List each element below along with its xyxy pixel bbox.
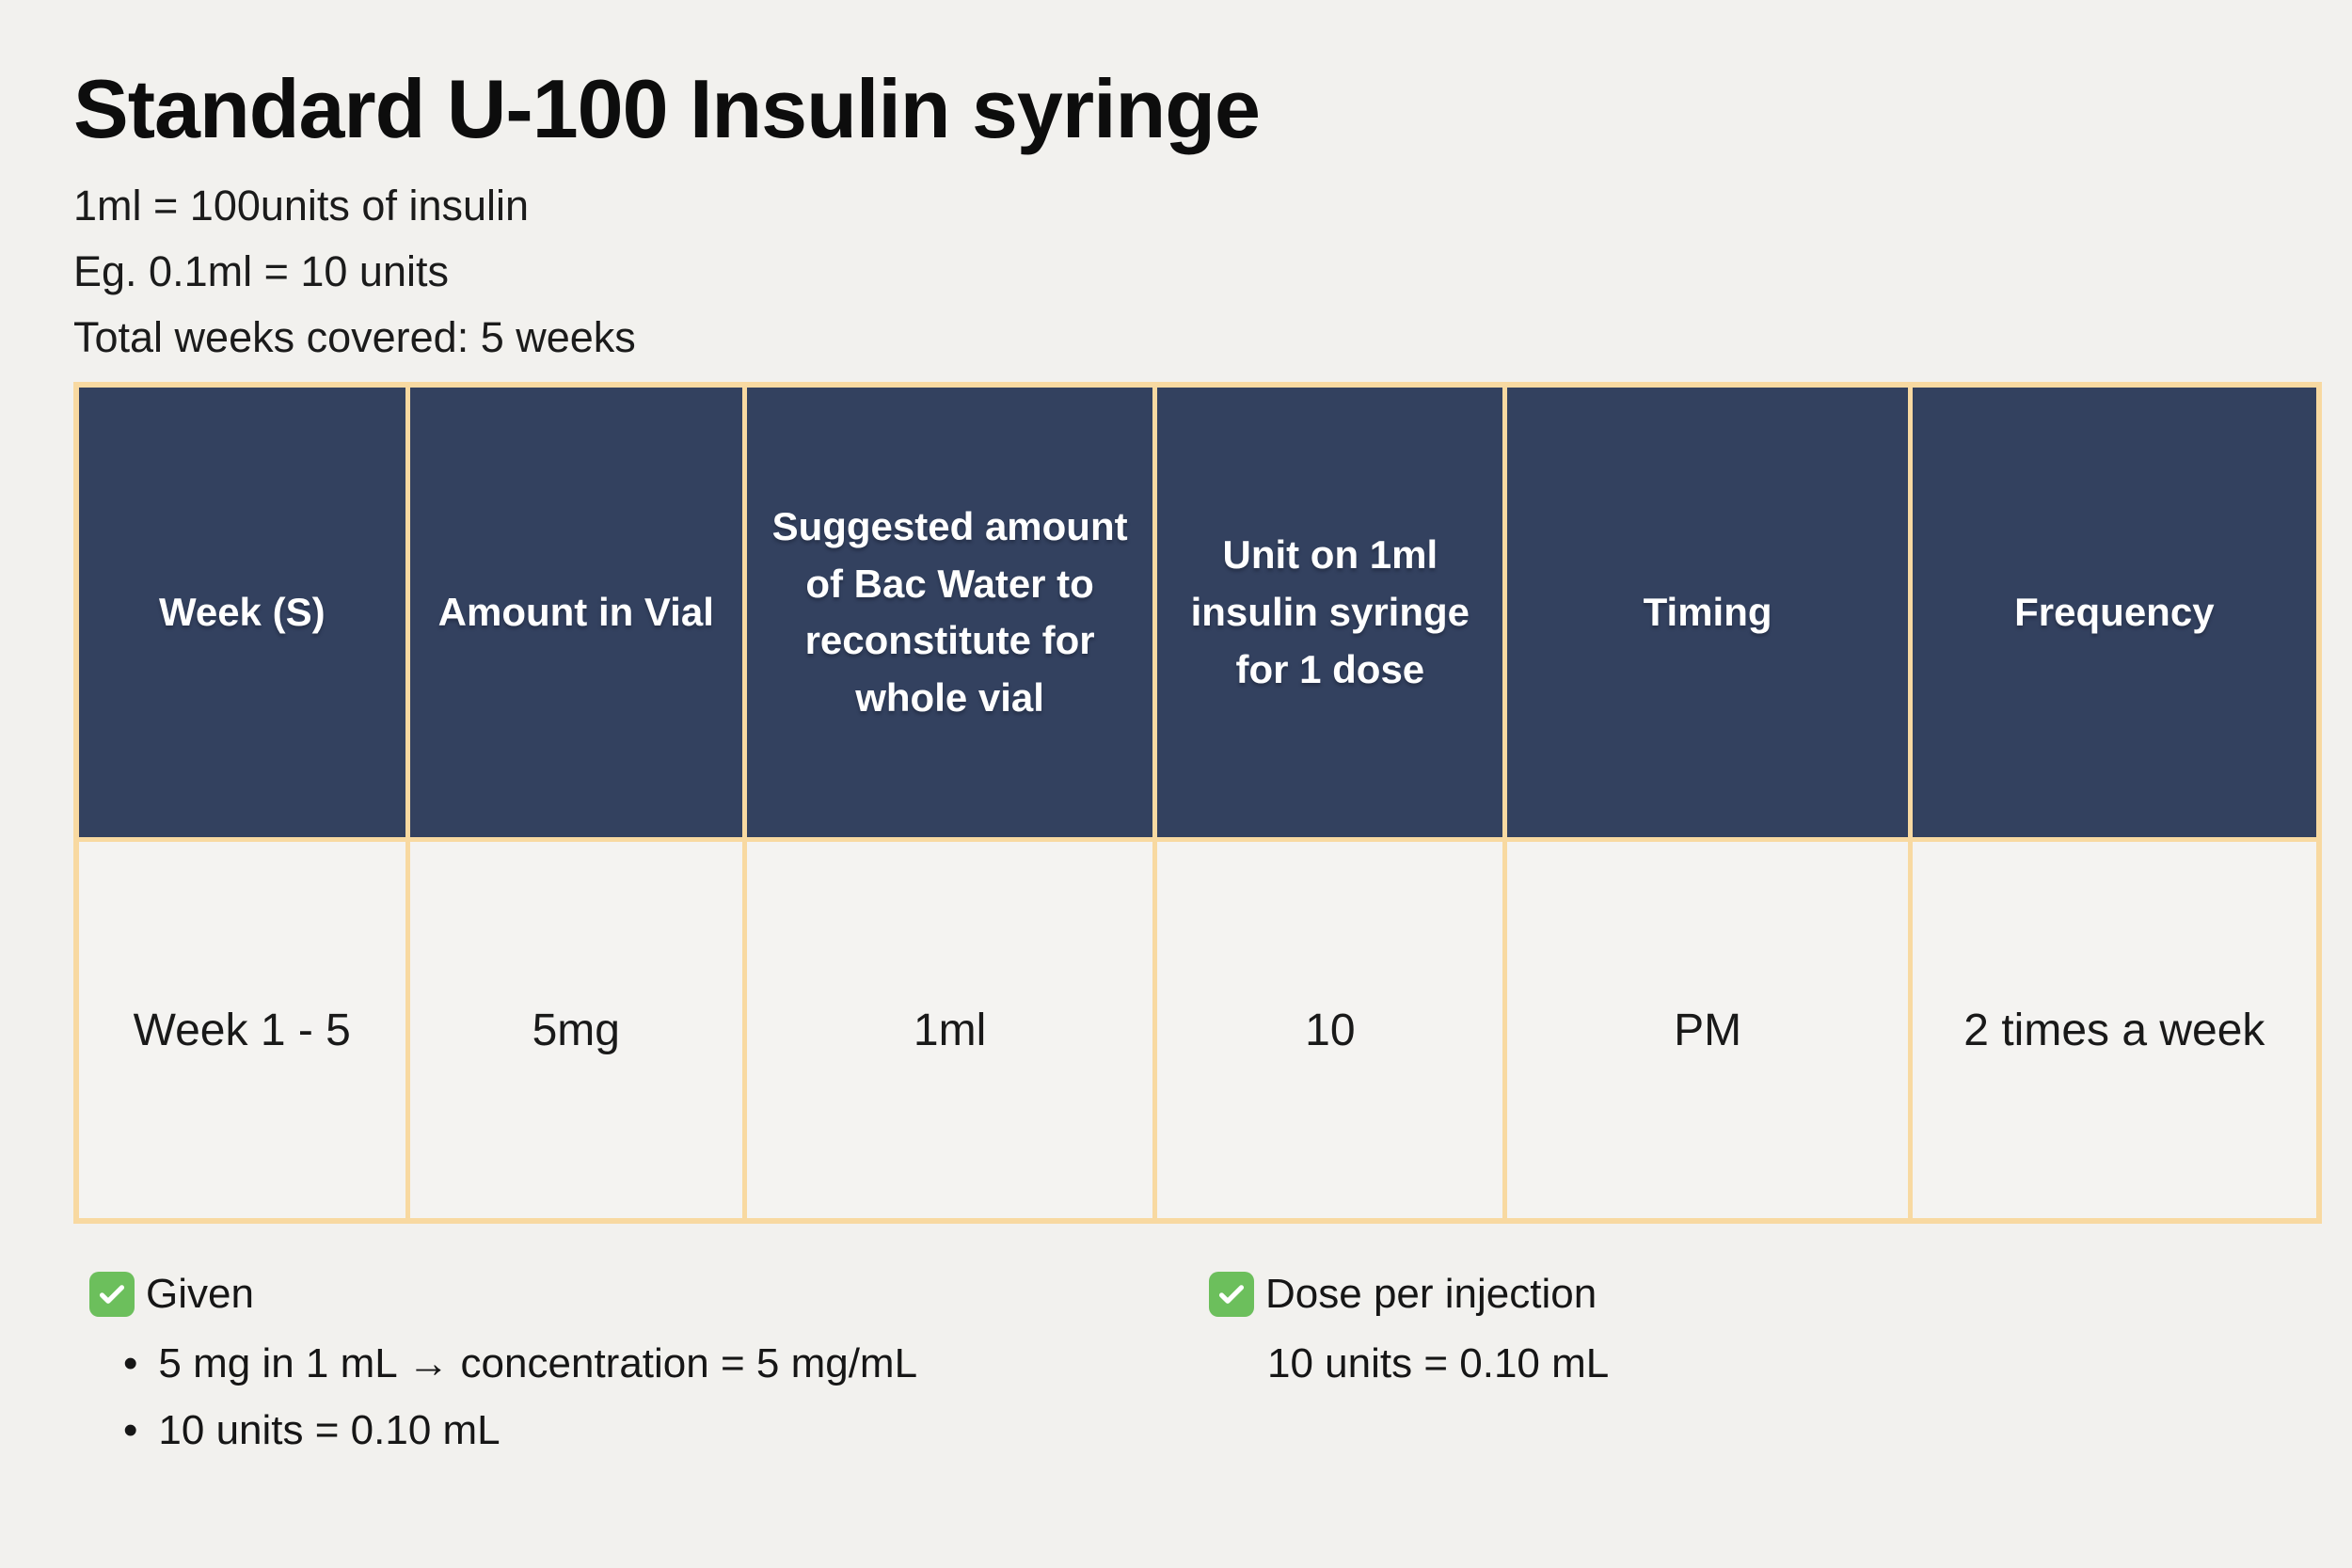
cell-bac-water: 1ml <box>746 842 1153 1219</box>
column-header-unit-per-dose: Unit on 1ml insulin syringe for 1 dose <box>1157 388 1503 838</box>
cell-timing: PM <box>1507 842 1908 1219</box>
cell-amount-in-vial: 5mg <box>409 842 742 1219</box>
note-given-title-row: Given <box>89 1267 1209 1321</box>
note-dose-title-row: Dose per injection <box>1209 1267 1609 1321</box>
footnotes: Given 5 mg in 1 mL → concentration = 5 m… <box>89 1267 2352 1470</box>
note-given-title: Given <box>146 1271 254 1318</box>
note-given-bullet-concentration: 5 mg in 1 mL → concentration = 5 mg/mL <box>123 1337 1209 1390</box>
note-given: Given 5 mg in 1 mL → concentration = 5 m… <box>89 1267 1209 1470</box>
subtitle-total-weeks: Total weeks covered: 5 weeks <box>73 313 636 362</box>
column-header-bac-water: Suggested amount of Bac Water to reconst… <box>746 388 1153 838</box>
note-given-bullets: 5 mg in 1 mL → concentration = 5 mg/mL 1… <box>89 1337 1209 1457</box>
column-header-frequency: Frequency <box>1912 388 2316 838</box>
cell-frequency: 2 times a week <box>1912 842 2316 1219</box>
note-dose-value: 10 units = 0.10 mL <box>1267 1339 1610 1386</box>
column-header-week: Week (S) <box>79 388 405 838</box>
green-check-icon <box>1209 1271 1254 1317</box>
cell-week-range: Week 1 - 5 <box>79 842 405 1219</box>
note-dose-title: Dose per injection <box>1265 1271 1597 1318</box>
subtitle-example: Eg. 0.1ml = 10 units <box>73 247 449 296</box>
note-dose-per-injection: Dose per injection 10 units = 0.10 mL <box>1209 1267 1609 1389</box>
page-title: Standard U-100 Insulin syringe <box>73 62 1261 155</box>
green-check-icon <box>89 1271 135 1317</box>
column-header-amount-in-vial: Amount in Vial <box>409 388 742 838</box>
note-given-bullet-units: 10 units = 0.10 mL <box>123 1403 1209 1457</box>
cell-unit-per-dose: 10 <box>1157 842 1503 1219</box>
column-header-timing: Timing <box>1507 388 1908 838</box>
dosage-table: Week (S) Amount in Vial Suggested amount… <box>73 382 2322 1225</box>
subtitle-conversion: 1ml = 100units of insulin <box>73 182 530 230</box>
